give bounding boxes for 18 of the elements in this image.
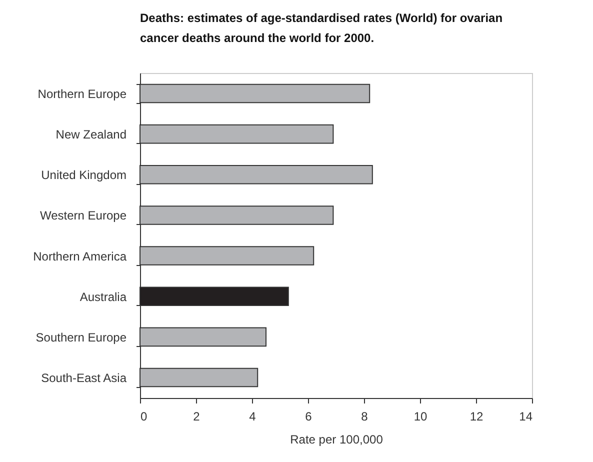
x-tick-label: 2 xyxy=(193,410,200,424)
y-tick-label: Australia xyxy=(80,290,127,304)
y-tick-label: South-East Asia xyxy=(41,371,127,386)
x-tick-label: 10 xyxy=(414,410,428,424)
x-axis-title: Rate per 100,000 xyxy=(290,432,384,446)
x-tick-label: 8 xyxy=(361,410,368,424)
y-tick-label: Northern America xyxy=(33,249,127,264)
x-tick-label: 6 xyxy=(305,410,312,424)
y-tick-label: Northern Europe xyxy=(38,86,127,101)
y-tick-label: New Zealand xyxy=(56,128,126,142)
y-tick-label: United Kingdom xyxy=(41,168,126,182)
x-tick-label: 14 xyxy=(519,410,533,424)
x-tick-label: 4 xyxy=(249,410,256,424)
chart-title: Deaths: estimates of age-standardised rates (World) for ovarian cancer deaths around the world for 2000. xyxy=(140,11,503,45)
x-tick-label: 0 xyxy=(140,410,148,424)
x-tick-label: 12 xyxy=(470,410,484,424)
y-tick-label: Southern Europe xyxy=(36,330,127,344)
y-tick-label: Western Europe xyxy=(40,208,127,223)
